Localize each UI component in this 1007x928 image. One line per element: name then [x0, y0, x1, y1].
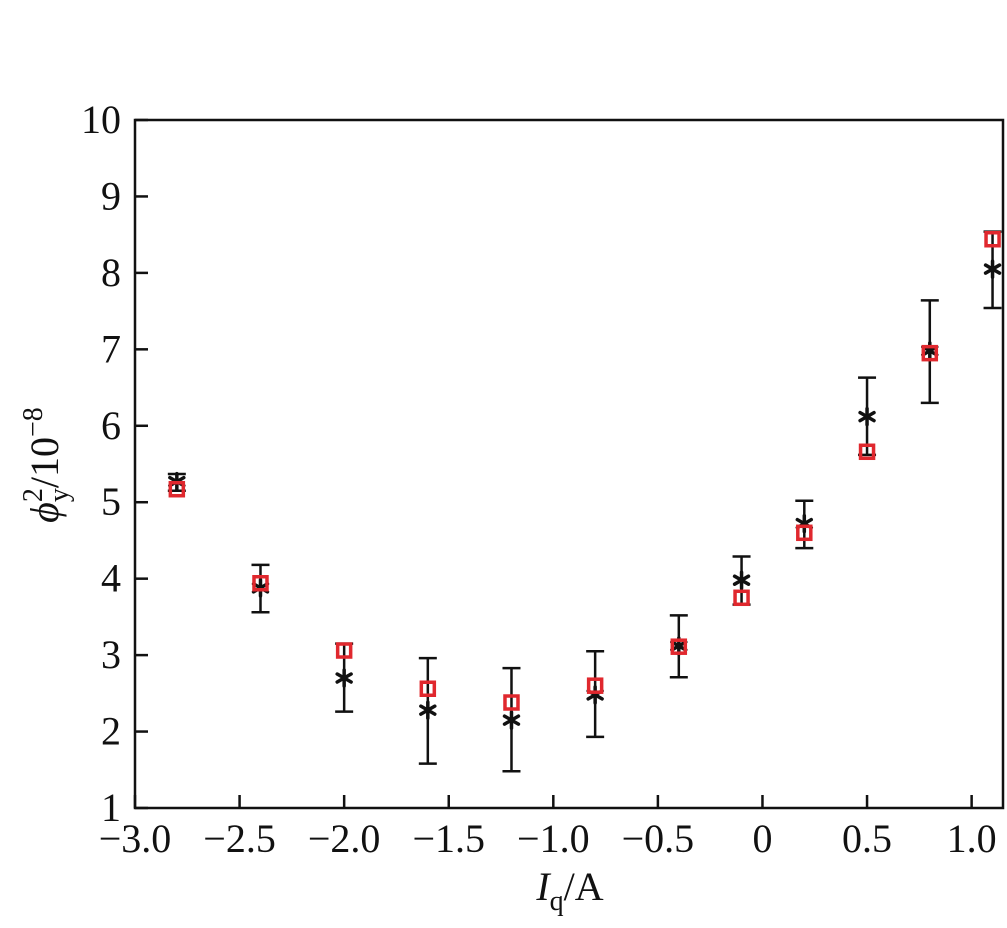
asterisk-point [983, 259, 1002, 279]
square-point [858, 443, 876, 461]
x-tick-label: 0 [752, 816, 772, 861]
square-point [984, 231, 1001, 248]
y-tick-label: 10 [81, 97, 121, 142]
y-tick-label: 1 [101, 785, 121, 830]
square-point [503, 694, 520, 711]
square-point [252, 575, 269, 592]
asterisk-point [335, 668, 353, 688]
x-tick-label: −1.0 [517, 816, 590, 861]
square-point [586, 677, 604, 694]
square-point [168, 480, 186, 498]
x-tick-label: −1.5 [412, 816, 485, 861]
x-axis-label: Iq/A [535, 864, 603, 917]
x-tick-label: 0.5 [842, 816, 892, 861]
series-2 [168, 231, 1001, 711]
y-tick-label: 8 [101, 250, 121, 295]
square-point [733, 589, 750, 607]
square-point [921, 344, 939, 362]
y-tick-label: 9 [101, 173, 121, 218]
asterisk-point [419, 700, 437, 720]
asterisk-point [732, 570, 751, 590]
square-point [419, 680, 437, 697]
x-tick-label: 1.0 [947, 816, 997, 861]
x-tick-label: −2.5 [203, 816, 276, 861]
x-tick-label: −3.0 [99, 816, 172, 861]
y-tick-label: 5 [101, 479, 121, 524]
y-axis-label: ϕ2y/10−8 [18, 407, 75, 523]
y-tick-label: 2 [101, 709, 121, 754]
y-tick-label: 4 [101, 556, 121, 601]
series-1 [168, 259, 1002, 730]
data-series [168, 231, 1002, 730]
x-tick-label: −0.5 [622, 816, 695, 861]
y-tick-label: 7 [101, 326, 121, 371]
plot-frame [133, 118, 1005, 810]
asterisk-point [858, 406, 876, 427]
square-point [796, 524, 813, 542]
y-tick-label: 6 [101, 403, 121, 448]
error-bars [167, 230, 1002, 773]
square-point [670, 638, 688, 655]
square-point [335, 642, 353, 659]
asterisk-point [502, 710, 521, 730]
axes: −3.0 −2.5 −2.0 −1.5 −1.0 −0.5 0 0.5 1.0 1 2 3 4 5 6 7 8 9… [81, 97, 1005, 861]
y-tick-label: 3 [101, 632, 121, 677]
x-tick-label: −2.0 [308, 816, 381, 861]
